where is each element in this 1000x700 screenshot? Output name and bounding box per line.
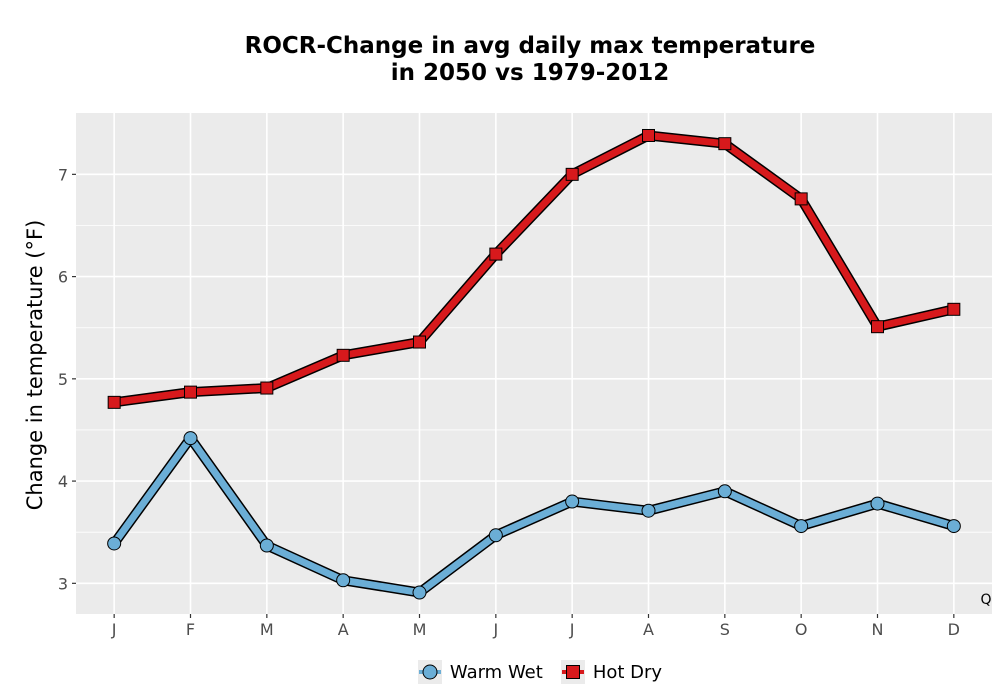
x-tick-label: F [186, 620, 195, 639]
y-tick-label: 7 [58, 165, 68, 184]
data-point-warm-wet [717, 484, 732, 499]
x-tick-label: J [569, 620, 575, 639]
data-point-hot-dry [184, 385, 197, 399]
x-tick-label: A [338, 620, 349, 639]
data-point-hot-dry [107, 395, 121, 409]
data-point-warm-wet [259, 538, 274, 553]
x-tick-label: M [413, 620, 427, 639]
data-point-hot-dry [336, 348, 350, 362]
data-point-hot-dry [489, 247, 503, 261]
data-point-hot-dry [718, 137, 732, 151]
chart-title-line-1: ROCR-Change in avg daily max temperature [244, 33, 816, 59]
plot-panel [76, 113, 992, 614]
data-point-warm-wet [412, 585, 427, 600]
data-point-warm-wet [183, 431, 198, 446]
x-tick-label: J [492, 620, 498, 639]
data-point-warm-wet [488, 528, 503, 543]
data-point-hot-dry [260, 381, 274, 395]
series-line-warm-wet [111, 434, 955, 597]
x-tick-label: S [720, 620, 730, 639]
y-tick-label: 6 [58, 268, 68, 287]
data-point-warm-wet [794, 519, 809, 534]
x-tick-label: J [111, 620, 117, 639]
legend-item-hot-dry: Hot Dry [560, 660, 663, 684]
corner-mark: Q [980, 592, 991, 608]
data-point-hot-dry [642, 128, 655, 142]
y-tick-label: 5 [58, 370, 68, 389]
legend-key-square-icon [560, 660, 585, 684]
x-tick-label: O [795, 620, 808, 639]
legend: Warm Wet Hot Dry [0, 660, 1000, 684]
data-point-warm-wet [565, 494, 580, 509]
data-point-hot-dry [565, 167, 579, 181]
x-tick-label: N [872, 620, 884, 639]
data-point-hot-dry [413, 335, 426, 349]
y-tick-label: 3 [58, 574, 68, 593]
data-point-hot-dry [871, 320, 884, 334]
y-tick-label: 4 [58, 472, 68, 491]
data-point-warm-wet [107, 536, 122, 551]
legend-label-warm-wet: Warm Wet [449, 661, 543, 683]
data-point-warm-wet [870, 496, 885, 511]
x-tick-label: A [643, 620, 654, 639]
data-point-warm-wet [336, 573, 351, 588]
legend-label-hot-dry: Hot Dry [592, 661, 663, 683]
x-tick-label: D [948, 620, 960, 639]
legend-item-warm-wet: Warm Wet [417, 660, 543, 684]
series-line-hot-dry [113, 131, 955, 406]
data-point-hot-dry [947, 302, 961, 316]
data-point-warm-wet [641, 503, 656, 518]
data-point-hot-dry [794, 192, 808, 206]
chart-title-line-2: in 2050 vs 1979-2012 [390, 60, 670, 86]
legend-key-circle-icon [417, 660, 442, 684]
x-tick-label: M [260, 620, 274, 639]
data-point-warm-wet [946, 519, 961, 534]
